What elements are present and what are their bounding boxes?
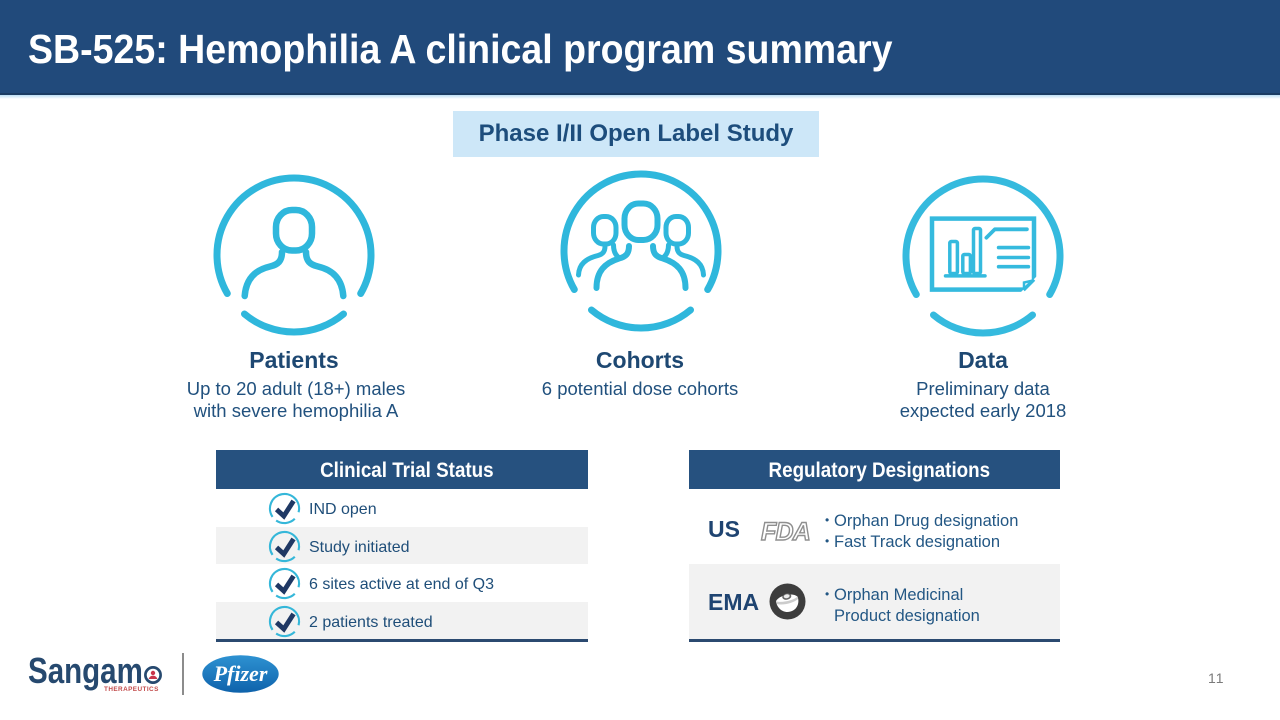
svg-text:FDA: FDA: [761, 518, 810, 544]
svg-text:Pfizer: Pfizer: [213, 661, 268, 686]
